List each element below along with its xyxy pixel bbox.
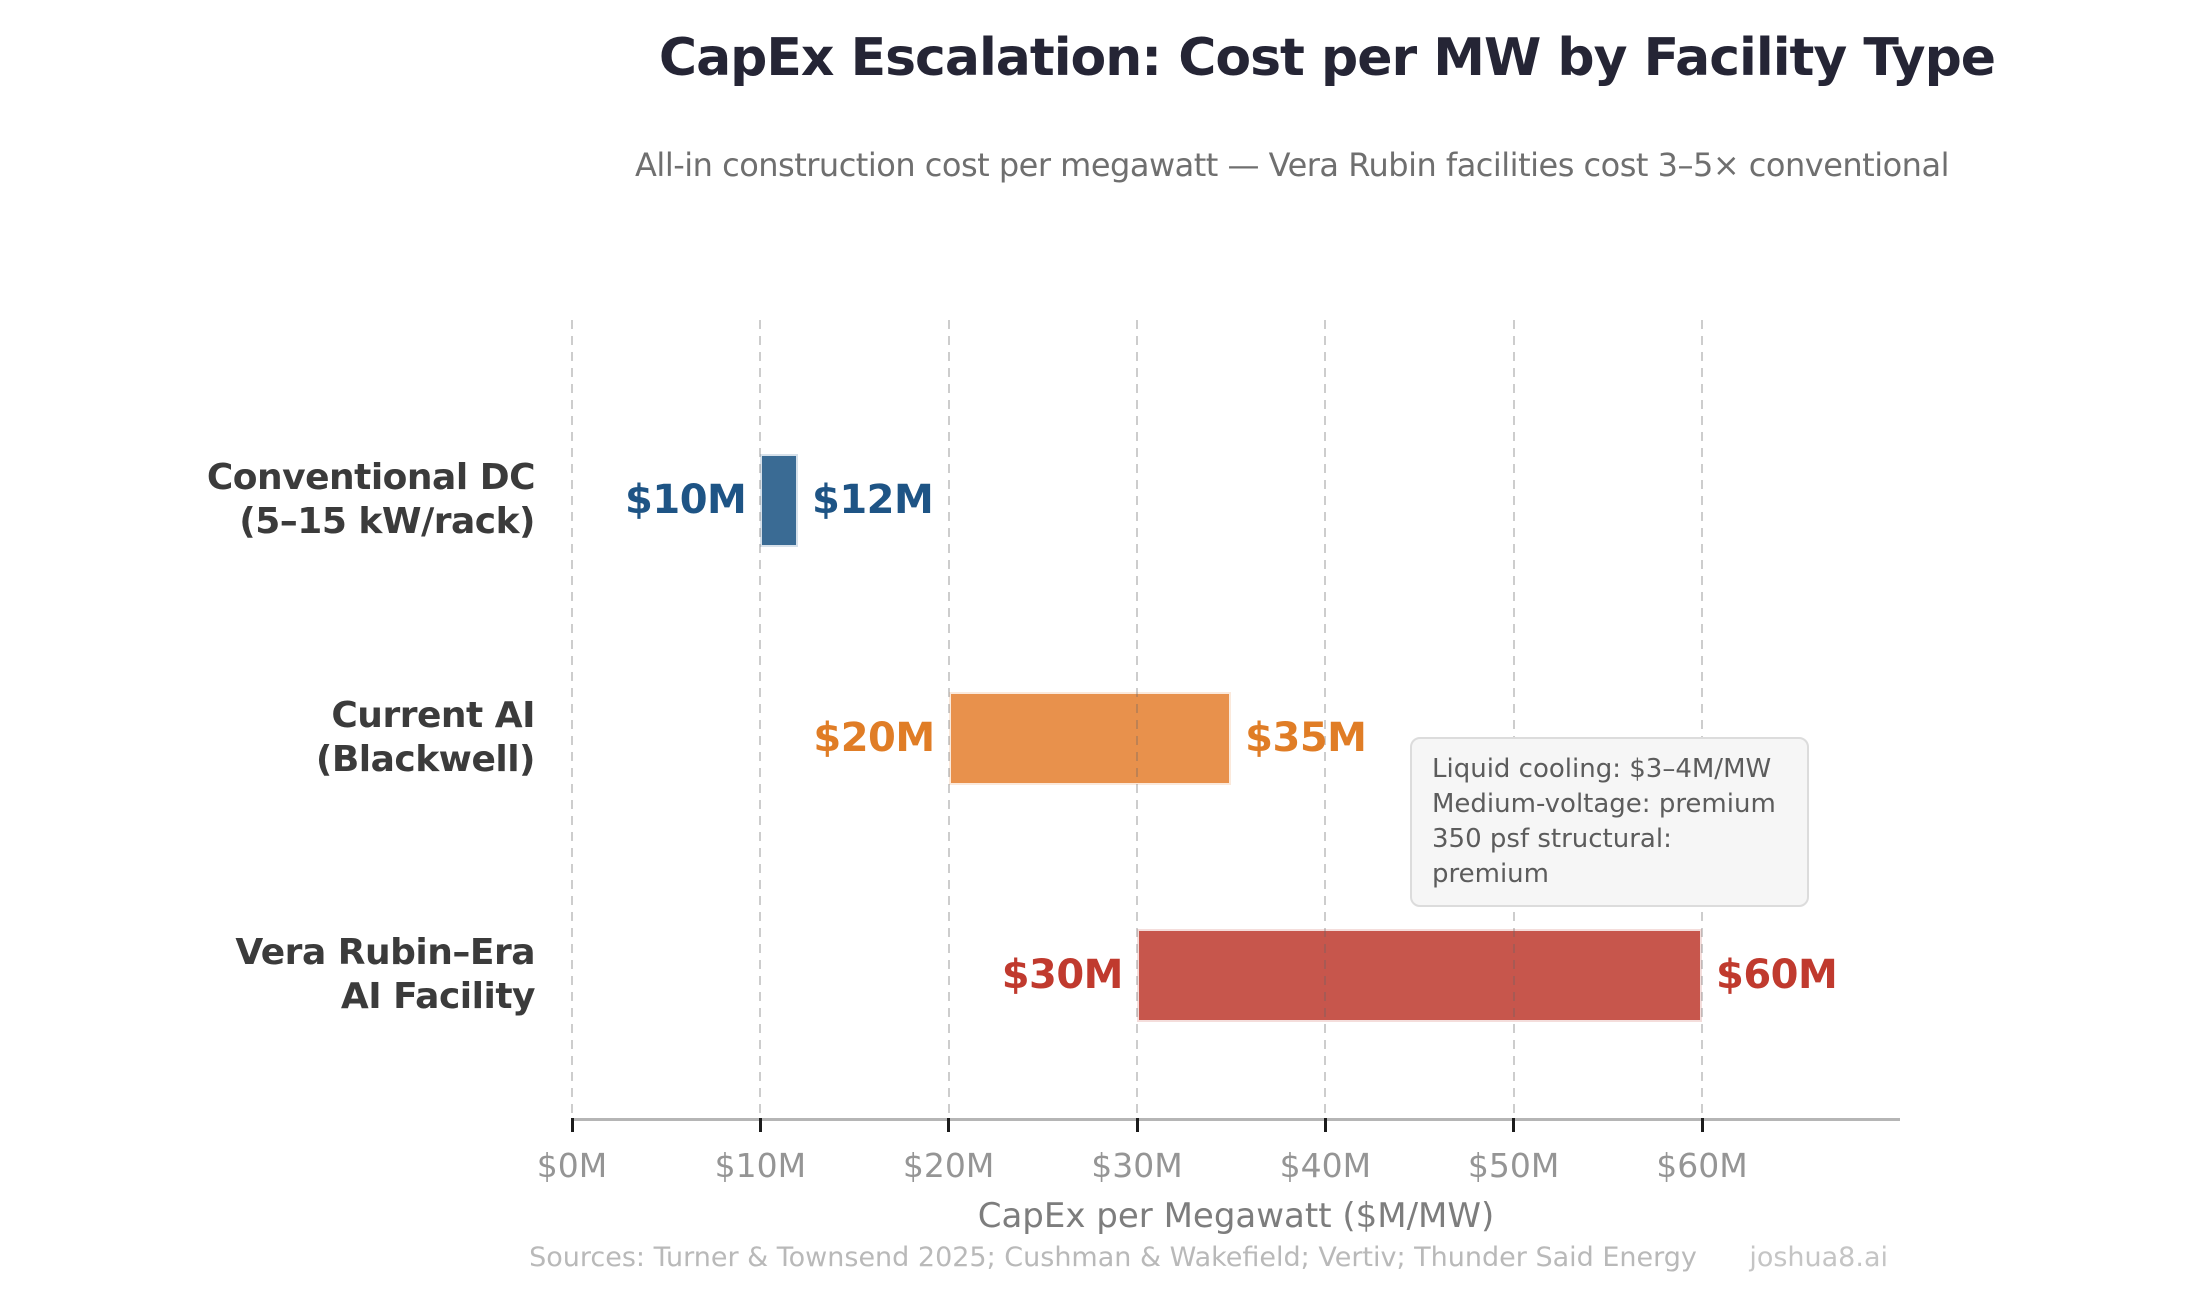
gridline <box>1512 320 1515 1118</box>
category-label-line: AI Facility <box>340 976 536 1017</box>
bar-min-label: $30M <box>1001 952 1124 998</box>
axis-tick <box>1512 1118 1516 1132</box>
brand-watermark: joshua8.ai <box>1749 1242 1888 1273</box>
gridline <box>759 320 762 1118</box>
gridline <box>1324 320 1327 1118</box>
annotation-line: 350 psf structural: premium <box>1432 824 1672 890</box>
axis-tick <box>1700 1118 1704 1132</box>
sources-note: Sources: Turner & Townsend 2025; Cushman… <box>529 1242 1697 1273</box>
bar-min-label: $10M <box>625 477 747 523</box>
category-label-line: Conventional DC <box>206 457 536 499</box>
category-label: Conventional DC (5–15 kW/rack) <box>75 456 536 544</box>
x-tick-label: $60M <box>1656 1146 1748 1185</box>
x-axis-line <box>572 1118 1900 1121</box>
x-tick-label: $40M <box>1279 1146 1372 1185</box>
range-bar <box>948 691 1232 785</box>
gridline <box>1136 320 1138 1118</box>
category-label-line: (5–15 kW/rack) <box>239 501 535 542</box>
category-label-line: (Blackwell) <box>315 739 536 780</box>
annotation-line: Medium-voltage: premium <box>1432 789 1776 820</box>
gridline <box>571 320 573 1118</box>
annotation-box: Liquid cooling: $3–4M/MW Medium-voltage:… <box>1410 737 1809 908</box>
bar-max-label: $35M <box>1245 715 1367 761</box>
axis-tick <box>947 1118 951 1132</box>
x-tick-label: $0M <box>536 1146 608 1185</box>
category-label: Vera Rubin–Era AI Facility <box>75 931 535 1019</box>
x-tick-label: $50M <box>1467 1146 1560 1185</box>
category-label-line: Vera Rubin–Era <box>235 932 535 974</box>
x-tick-label: $10M <box>714 1146 807 1185</box>
gridline <box>1701 320 1703 1118</box>
range-bar <box>760 453 798 547</box>
bar-min-label: $20M <box>813 715 935 761</box>
axis-tick <box>570 1118 574 1132</box>
x-tick-label: $30M <box>1091 1146 1183 1185</box>
chart-title: CapEx Escalation: Cost per MW by Facilit… <box>658 28 1996 88</box>
category-label: Current AI (Blackwell) <box>75 694 536 782</box>
category-label-line: Current AI <box>331 695 535 737</box>
gridline <box>947 320 950 1118</box>
bar-max-label: $12M <box>812 477 934 523</box>
axis-tick <box>1323 1118 1327 1132</box>
x-axis-label: CapEx per Megawatt ($M/MW) <box>977 1196 1495 1236</box>
axis-tick <box>1135 1118 1139 1132</box>
chart-subtitle: All-in construction cost per megawatt — … <box>635 146 1949 184</box>
bar-max-label: $60M <box>1716 952 1838 998</box>
x-tick-label: $20M <box>902 1146 995 1185</box>
axis-tick <box>758 1118 762 1132</box>
annotation-line: Liquid cooling: $3–4M/MW <box>1432 754 1772 784</box>
range-bar <box>1137 928 1702 1022</box>
